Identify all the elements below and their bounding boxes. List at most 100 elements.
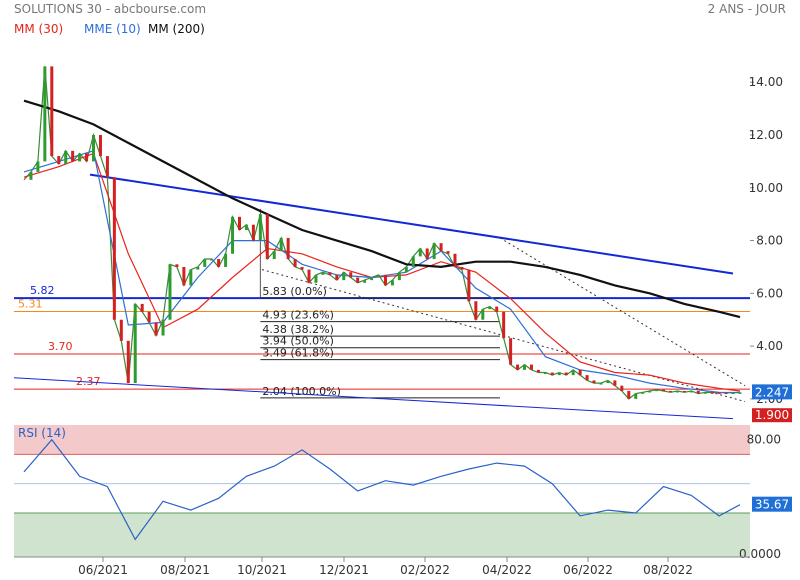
price-candle	[314, 274, 318, 283]
price-candle	[98, 135, 102, 157]
price-candle	[85, 153, 89, 162]
price-candle	[738, 392, 742, 394]
x-tick-label: 10/2021	[237, 563, 287, 577]
series-cours	[23, 66, 741, 400]
price-candle	[293, 259, 297, 267]
x-tick-label: 02/2022	[400, 563, 450, 577]
price-candle	[564, 372, 568, 376]
fib-label: 3.49 (61.8%)	[262, 347, 334, 360]
price-candle	[529, 364, 533, 370]
y-tick-label: 12.00	[749, 128, 783, 142]
price-candle	[377, 274, 381, 278]
price-candle	[418, 248, 422, 257]
price-candle	[370, 277, 374, 281]
x-tick-label: 06/2022	[563, 563, 613, 577]
price-candle	[92, 135, 96, 162]
legend-mm200: MM (200)	[148, 22, 205, 36]
price-candle	[613, 380, 617, 386]
last-price-value: 2.247	[755, 385, 789, 399]
price-candle	[404, 266, 408, 273]
price-candle	[557, 372, 561, 376]
price-candle	[286, 237, 290, 260]
x-tick-label: 08/2022	[643, 563, 693, 577]
price-candle	[217, 259, 221, 267]
rsi-plot: RSI (14)	[14, 425, 750, 557]
x-tick-label: 08/2021	[160, 563, 210, 577]
price-candle	[272, 251, 276, 260]
price-candle	[731, 392, 735, 395]
price-candle	[474, 301, 478, 320]
price-candle	[411, 256, 415, 267]
period-label: 2 ANS - JOUR	[708, 2, 786, 16]
price-candle	[147, 311, 151, 323]
price-candle	[509, 338, 513, 365]
price-candle	[279, 237, 283, 252]
rsi-value-badge	[752, 496, 792, 512]
price-candle	[64, 150, 68, 165]
price-candle	[446, 251, 450, 254]
price-candle	[237, 216, 241, 230]
price-candle	[453, 253, 457, 267]
price-candle	[397, 272, 401, 281]
price-candle	[161, 319, 165, 336]
rsi-y-tick-label: 80.00	[747, 433, 781, 447]
price-candle	[523, 364, 527, 370]
price-candle	[231, 216, 235, 254]
price-candle	[675, 390, 679, 393]
price-candle	[251, 224, 255, 241]
price-candle	[641, 392, 645, 394]
price-candle	[606, 380, 610, 384]
price-candle	[585, 375, 589, 381]
x-tick-label: 06/2021	[78, 563, 128, 577]
price-candle	[29, 171, 33, 180]
axes: 14.0012.0010.008.006.004.002.001.9002.24…	[14, 75, 792, 577]
price-candle	[620, 385, 624, 391]
low-price-badge	[752, 408, 792, 423]
price-candle	[210, 259, 214, 261]
low-price-value: 1.900	[755, 408, 789, 422]
price-candle	[349, 272, 353, 278]
level-label: 5.82	[30, 284, 55, 297]
price-candle	[112, 177, 116, 320]
price-candle	[578, 369, 582, 376]
y-tick-label: 6.00	[756, 286, 783, 300]
fib-label: 3.94 (50.0%)	[262, 335, 334, 348]
chart-title: SOLUTIONS 30 - abcbourse.com	[14, 2, 206, 16]
price-candle	[599, 383, 603, 385]
price-candle	[571, 369, 575, 376]
rsi-label: RSI (14)	[18, 426, 66, 440]
price-candle	[481, 309, 485, 320]
rsi-overbought-zone	[14, 425, 750, 455]
price-candle	[627, 390, 631, 399]
price-candle	[488, 306, 492, 310]
price-candle	[460, 266, 464, 270]
price-candle	[140, 303, 144, 312]
price-candle	[182, 266, 186, 286]
price-candle	[342, 272, 346, 281]
series-mm-30-	[23, 152, 741, 392]
rsi-oversold-zone	[14, 513, 750, 557]
resistance-trendline	[89, 173, 734, 275]
price-candle	[536, 369, 540, 373]
price-candle	[335, 274, 339, 281]
price-candle	[43, 66, 47, 162]
price-candle	[244, 224, 248, 230]
price-candle	[662, 389, 666, 392]
price-candle	[321, 272, 325, 275]
price-candle	[383, 274, 387, 286]
price-candle	[57, 156, 61, 165]
rsi-y-tick-label: 0.0000	[739, 547, 781, 561]
price-candle	[425, 248, 429, 260]
price-candle	[196, 266, 200, 270]
price-candle	[592, 380, 596, 384]
price-candle	[495, 306, 499, 312]
fib-label: 4.93 (23.6%)	[262, 309, 334, 322]
price-candle	[543, 372, 547, 374]
fib-label: 4.38 (38.2%)	[262, 323, 334, 336]
rsi-value: 35.67	[755, 498, 789, 512]
price-candle	[502, 311, 506, 339]
legend-mme10: MME (10)	[84, 22, 141, 36]
price-candle	[439, 243, 443, 252]
